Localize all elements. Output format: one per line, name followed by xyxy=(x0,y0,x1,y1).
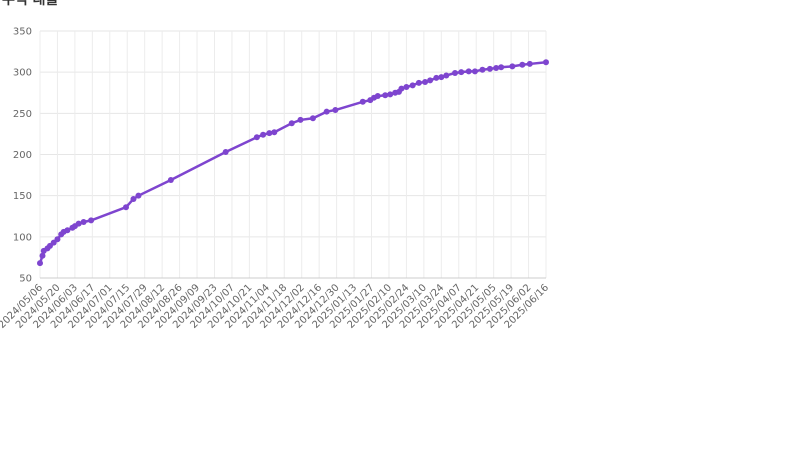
point xyxy=(271,129,278,136)
point xyxy=(415,79,422,86)
point xyxy=(443,72,450,79)
point xyxy=(486,65,493,72)
point xyxy=(374,93,381,100)
point xyxy=(403,83,410,90)
point xyxy=(526,60,533,67)
point xyxy=(75,220,82,227)
point xyxy=(498,64,505,71)
y-tick-label: 200 xyxy=(13,150,32,161)
y-tick-label: 300 xyxy=(13,68,32,79)
point xyxy=(64,227,71,234)
y-tick-label: 100 xyxy=(13,232,32,243)
point xyxy=(88,217,95,224)
point xyxy=(438,74,445,81)
point xyxy=(427,77,434,84)
point xyxy=(122,204,129,211)
y-tick-label: 250 xyxy=(13,109,32,120)
y-tick-label: 50 xyxy=(19,274,32,285)
point xyxy=(253,134,260,141)
point xyxy=(452,69,459,76)
point xyxy=(458,69,465,76)
point xyxy=(422,79,429,86)
chart-title: 누적 대출 xyxy=(2,0,59,8)
point xyxy=(493,65,500,72)
point xyxy=(479,66,486,73)
point xyxy=(266,130,273,137)
point xyxy=(167,177,174,184)
point xyxy=(37,260,43,267)
y-tick-label: 350 xyxy=(13,27,32,38)
point xyxy=(359,98,366,105)
point xyxy=(323,108,330,115)
point xyxy=(54,236,61,243)
point xyxy=(543,59,549,66)
point xyxy=(297,116,304,123)
point xyxy=(471,68,478,75)
point xyxy=(398,85,405,92)
line xyxy=(38,61,547,264)
point xyxy=(382,92,389,99)
point xyxy=(288,120,295,127)
point xyxy=(387,91,394,98)
point xyxy=(260,131,267,138)
point xyxy=(80,219,87,226)
point xyxy=(409,82,416,89)
point xyxy=(130,195,137,202)
y-tick-label: 150 xyxy=(13,191,32,202)
point xyxy=(309,115,316,122)
point xyxy=(433,74,440,81)
point xyxy=(519,61,526,68)
point xyxy=(465,68,472,75)
point xyxy=(39,252,46,259)
point xyxy=(332,107,339,114)
point xyxy=(509,63,516,70)
point xyxy=(222,149,229,156)
point xyxy=(135,192,142,199)
